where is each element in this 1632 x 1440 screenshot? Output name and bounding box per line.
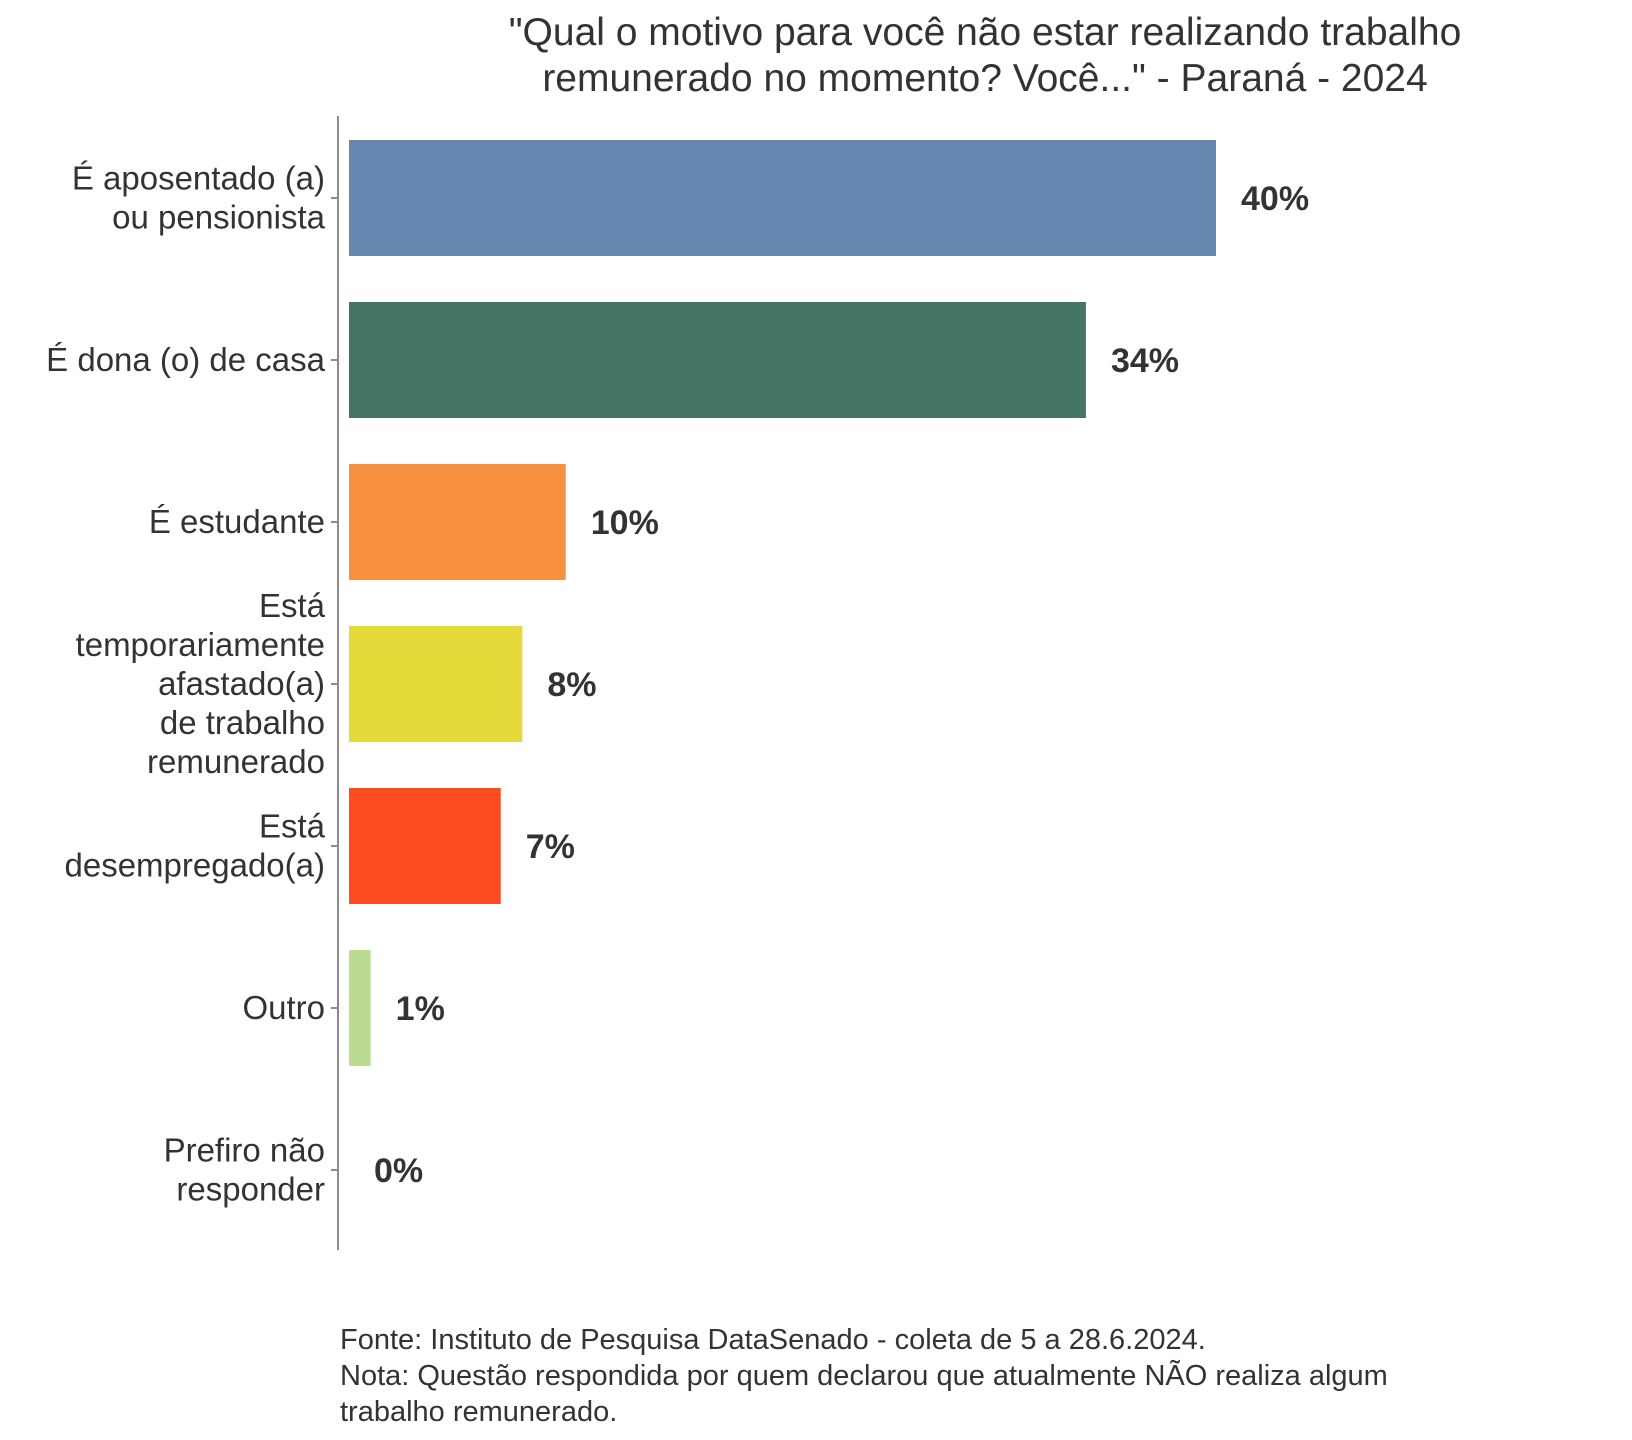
chart-footer: Fonte: Instituto de Pesquisa DataSenado … (340, 1322, 1388, 1430)
category-label: É aposentado (a) ou pensionista (72, 160, 326, 236)
category-label-line: ou pensionista (112, 199, 325, 236)
category-label-line: temporariamente (76, 626, 325, 663)
data-label: 10% (591, 504, 659, 542)
data-label: 7% (526, 828, 575, 866)
category-label-line: É dona (o) de casa (46, 341, 325, 378)
category-label: Está desempregado(a) (65, 808, 326, 884)
category-label: Prefiro não responder (164, 1132, 325, 1208)
bar (349, 626, 523, 742)
data-label: 40% (1241, 180, 1309, 218)
category-label-line: Está (259, 808, 326, 845)
category-label-line: responder (176, 1171, 325, 1208)
category-label-line: afastado(a) (158, 665, 325, 702)
note-line-1: Nota: Questão respondida por quem declar… (340, 1360, 1388, 1392)
category-label: É dona (o) de casa (46, 341, 325, 378)
chart-title-line-2: remunerado no momento? Você..." - Paraná… (542, 57, 1428, 100)
category-label: É estudante (149, 503, 325, 540)
category-label-line: Prefiro não (164, 1132, 325, 1169)
bar (349, 788, 501, 904)
bar (349, 950, 371, 1066)
data-label: 0% (374, 1152, 423, 1190)
data-label: 8% (547, 666, 596, 704)
bar (349, 140, 1216, 256)
bar-chart: 40% É aposentado (a) ou pensionista 34% É do… (46, 116, 1309, 1250)
data-label: 34% (1111, 342, 1179, 380)
category-label-line: Está (259, 587, 326, 624)
note-line-2: trabalho remunerado. (340, 1396, 618, 1428)
chart-title-line-1: "Qual o motivo para você não estar reali… (508, 11, 1462, 54)
bar (349, 464, 566, 580)
chart-title: "Qual o motivo para você não estar reali… (340, 10, 1630, 102)
source-note: Fonte: Instituto de Pesquisa DataSenado … (340, 1324, 1206, 1356)
category-label: Outro (242, 989, 325, 1026)
bar (349, 302, 1086, 418)
category-label: Está temporariamente afastado(a) de trabalh… (76, 587, 326, 780)
category-label-line: É estudante (149, 503, 325, 540)
category-label-line: Outro (242, 989, 325, 1026)
category-label-line: desempregado(a) (65, 847, 326, 884)
category-label-line: remunerado (147, 743, 325, 780)
category-label-line: de trabalho (160, 704, 325, 741)
category-label-line: É aposentado (a) (72, 160, 325, 197)
data-label: 1% (396, 990, 445, 1028)
